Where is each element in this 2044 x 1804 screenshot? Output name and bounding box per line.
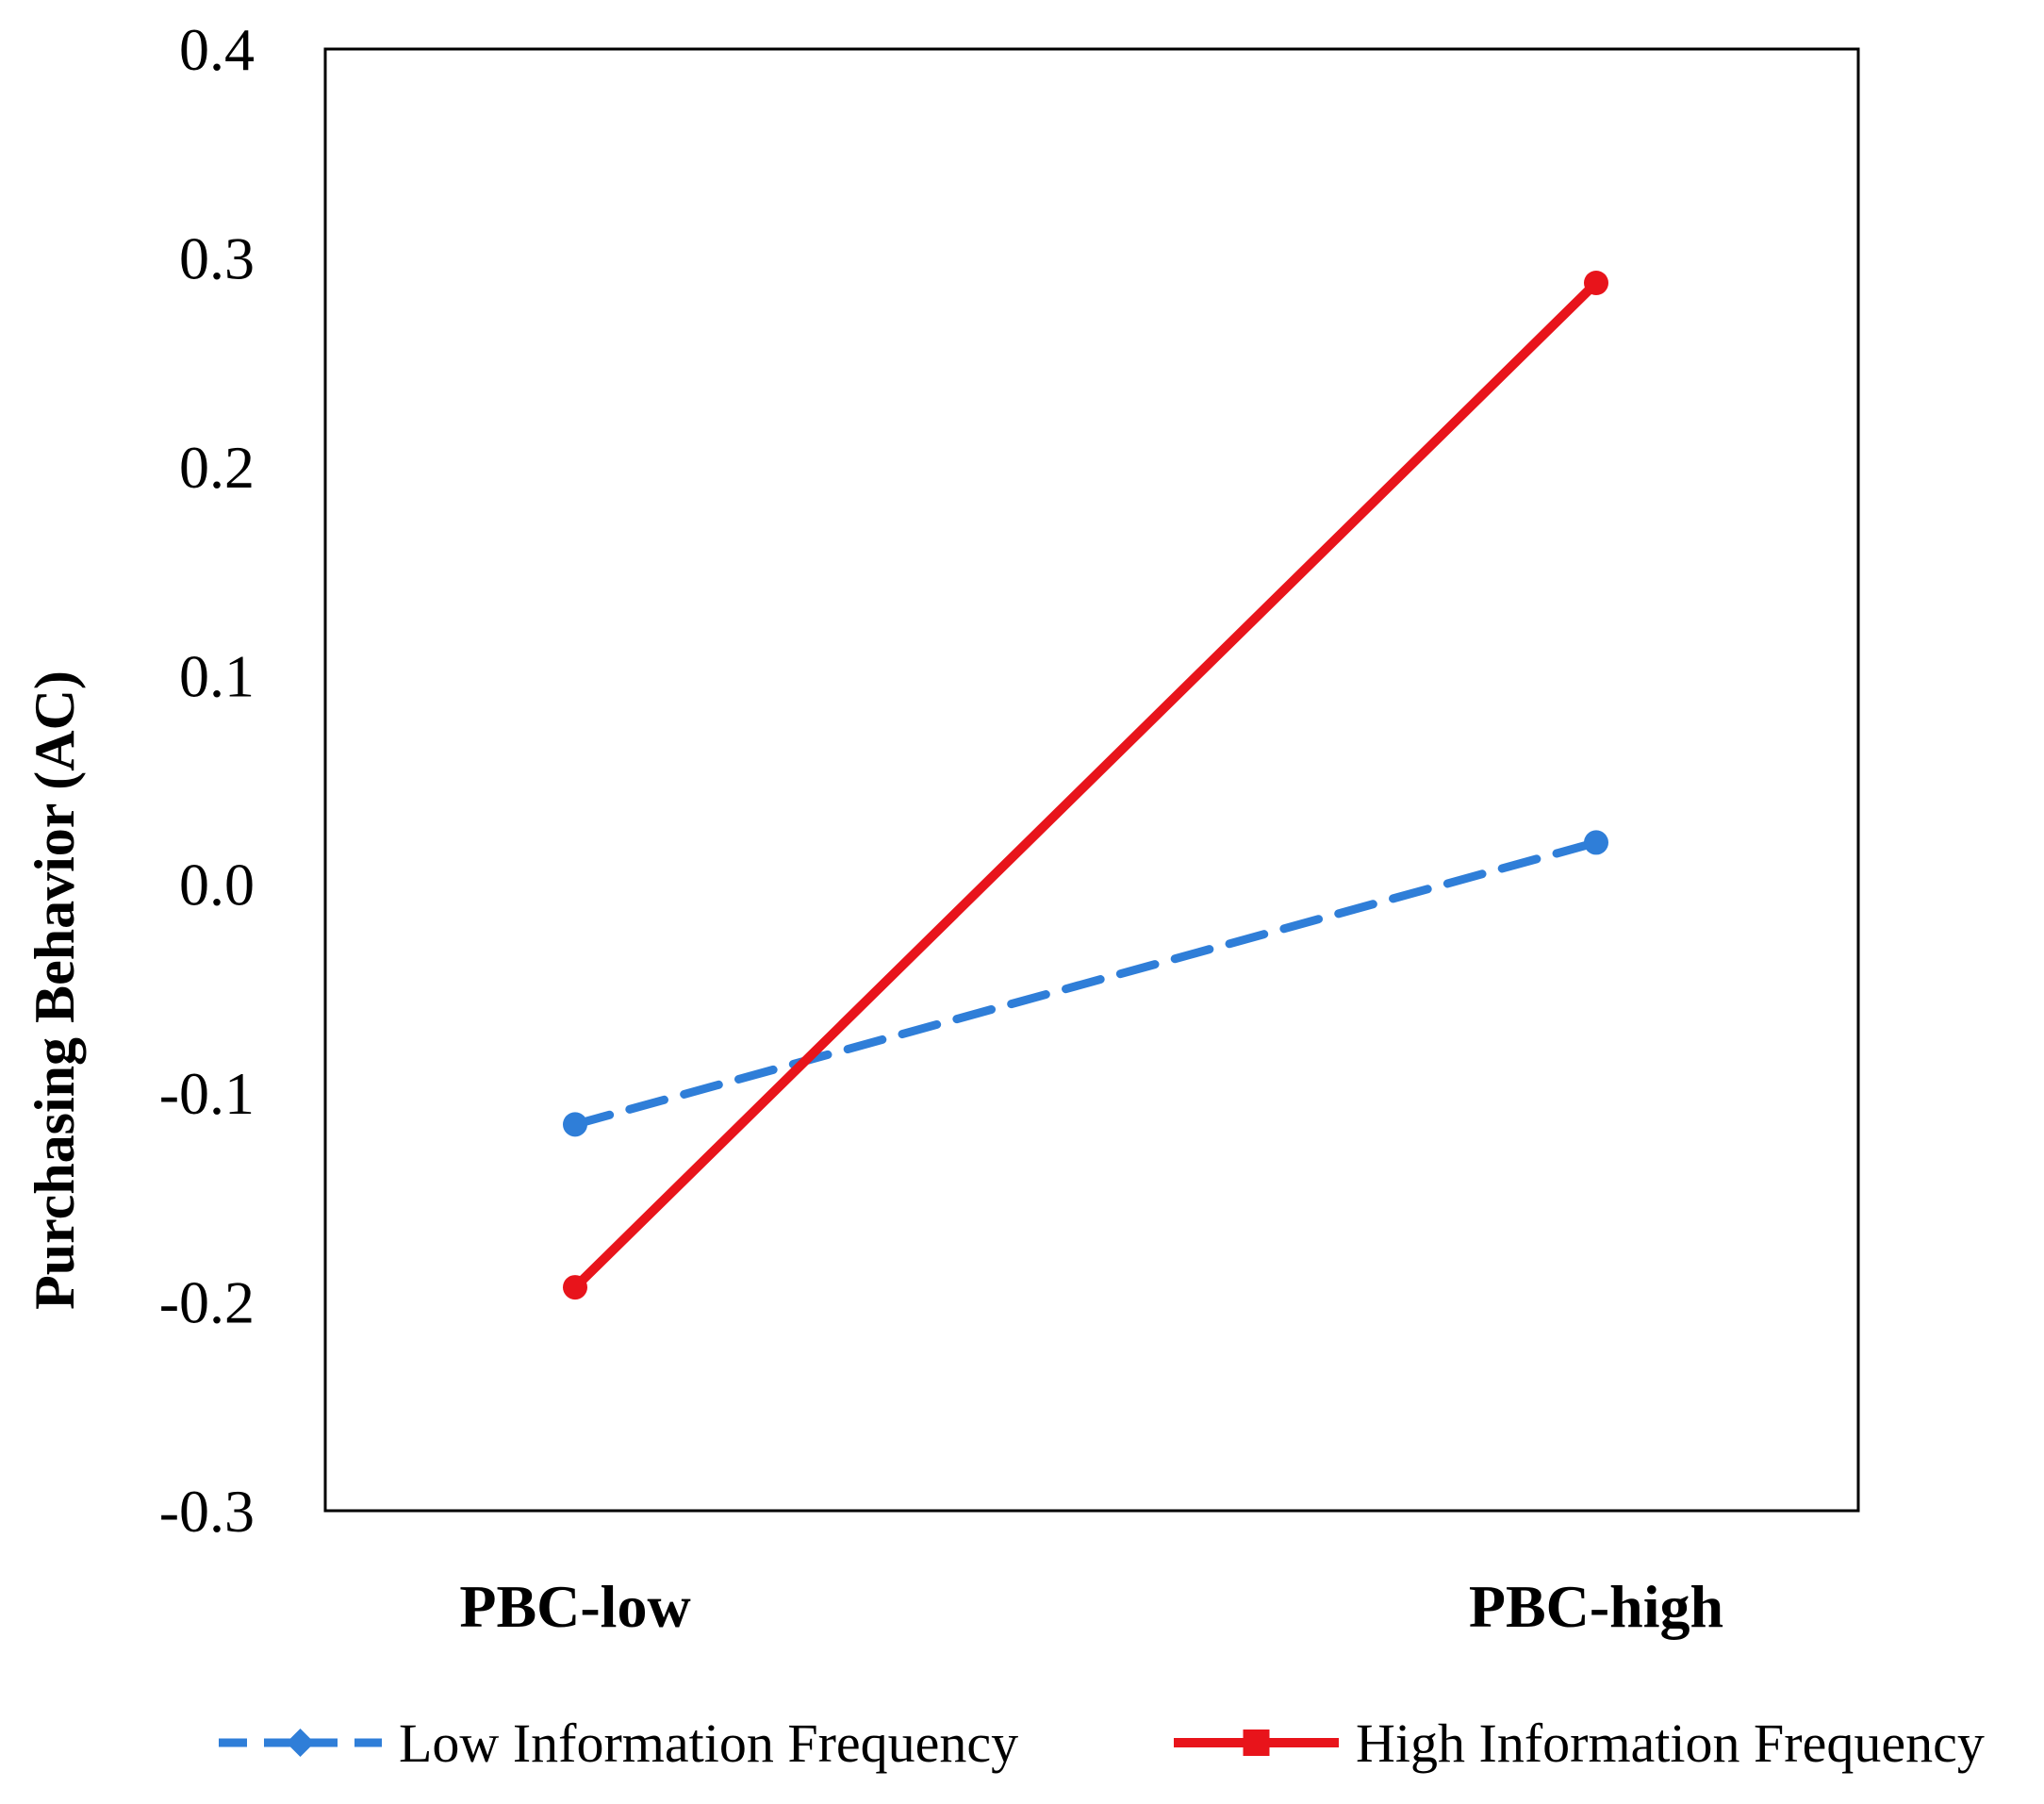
x-category-label: PBC-low	[459, 1573, 690, 1640]
y-tick-label: -0.3	[159, 1478, 255, 1545]
data-point	[563, 1275, 587, 1300]
y-tick-label: 0.0	[179, 852, 255, 919]
series-layer	[563, 271, 1608, 1300]
y-tick-label: 0.4	[179, 16, 255, 83]
data-point	[1584, 830, 1608, 855]
y-tick-label: 0.3	[179, 224, 255, 291]
y-tick-label: -0.2	[159, 1269, 255, 1336]
legend-item: High Information Frequency	[1174, 1713, 1985, 1774]
y-axis-tick-labels: 0.4 0.3 0.2 0.1 0.0 -0.1 -0.2 -0.3	[159, 16, 255, 1545]
y-tick-label: -0.1	[159, 1060, 255, 1127]
series-1	[563, 830, 1608, 1137]
data-point	[563, 1112, 587, 1137]
y-tick-label: 0.1	[179, 642, 255, 709]
legend-label: Low Information Frequency	[399, 1713, 1018, 1774]
x-category-label: PBC-high	[1469, 1573, 1723, 1640]
plot-area-frame	[323, 47, 1860, 1513]
y-tick-label: 0.2	[179, 434, 255, 501]
legend: Low Information Frequency High Informatio…	[219, 1713, 1985, 1774]
series-line	[570, 837, 1601, 1129]
data-point	[1584, 271, 1608, 295]
legend-item: Low Information Frequency	[219, 1713, 1018, 1774]
series-line	[570, 278, 1601, 1293]
y-axis-title: Purchasing Behavior (AC)	[24, 670, 86, 1310]
x-axis-category-labels: PBC-low PBC-high	[459, 1573, 1723, 1640]
legend-marker	[286, 1729, 315, 1757]
legend-label: High Information Frequency	[1356, 1713, 1985, 1774]
series-2	[563, 271, 1608, 1300]
legend-marker	[1243, 1730, 1270, 1756]
